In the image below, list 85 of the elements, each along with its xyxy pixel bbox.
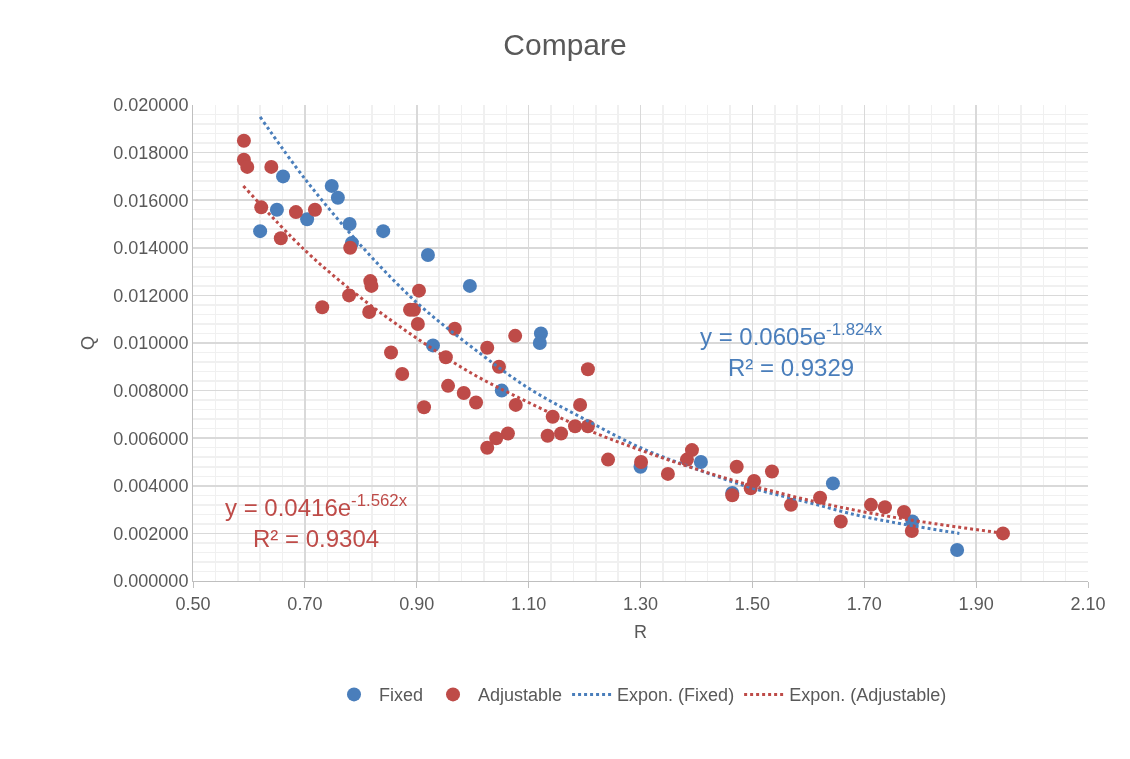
point [420, 247, 435, 262]
x-tick-label: 1.30 [622, 593, 659, 614]
point [417, 400, 432, 415]
point [300, 212, 315, 227]
point [330, 190, 345, 205]
point [480, 340, 495, 355]
point [764, 464, 779, 479]
point [532, 336, 547, 350]
point [508, 328, 523, 343]
point [729, 459, 744, 474]
point [950, 543, 965, 558]
point [288, 205, 303, 220]
point [877, 500, 892, 515]
point [489, 431, 504, 446]
point [315, 300, 330, 315]
point [324, 178, 339, 193]
point [693, 455, 708, 469]
point [441, 378, 456, 393]
point [863, 497, 878, 512]
point [342, 288, 357, 303]
point [904, 524, 919, 539]
point [343, 240, 358, 255]
point [508, 397, 523, 412]
point [469, 395, 484, 410]
point [410, 316, 425, 331]
x-axis-title: R [634, 621, 647, 642]
legend-label: Adjustable [478, 685, 563, 706]
point [253, 224, 268, 239]
point [384, 345, 399, 360]
x-tick-label: 1.90 [958, 593, 994, 614]
y-axis-title: Q [77, 335, 98, 351]
point [684, 443, 699, 458]
point [362, 305, 377, 320]
point [264, 159, 279, 174]
y-tick-label: 0.020000 [113, 95, 189, 116]
point [896, 504, 911, 519]
point [456, 385, 471, 400]
point [412, 283, 426, 298]
point [554, 426, 569, 441]
y-tick-label: 0.014000 [113, 238, 189, 259]
point [395, 366, 410, 381]
x-tick-label: 0.90 [399, 593, 435, 614]
point [462, 278, 477, 293]
legend-label: Expon. (Adjustable) [789, 685, 947, 706]
y-tick-label: 0.008000 [113, 380, 189, 401]
x-tick-label: 0.50 [175, 593, 211, 614]
point [273, 231, 288, 246]
y-tick-label: 0.010000 [113, 333, 189, 354]
legend-label: Expon. (Fixed) [617, 685, 735, 706]
annotation: y = 0.0605e$^{-1.824x}$ R² = 0.9329 [700, 320, 883, 382]
point [660, 466, 675, 481]
legend-label: Fixed [379, 685, 424, 706]
point [236, 133, 251, 148]
point [342, 217, 357, 231]
chart-title: Compare [503, 28, 627, 62]
point [995, 526, 1010, 541]
point [480, 440, 495, 455]
x-tick-label: 0.70 [287, 593, 323, 614]
point [833, 514, 848, 529]
point [500, 426, 515, 441]
y-tick-label: 0.018000 [113, 142, 189, 163]
y-tick-label: 0.000000 [113, 571, 189, 592]
point [376, 224, 391, 239]
x-tick-label: 1.50 [734, 593, 770, 614]
x-tick-label: 2.10 [1070, 593, 1106, 614]
y-tick-label: 0.016000 [113, 190, 189, 211]
point [813, 490, 828, 505]
x-tick-label: 1.10 [511, 593, 547, 614]
y-tick-label: 0.004000 [113, 476, 189, 497]
point [573, 397, 588, 412]
point [825, 476, 840, 491]
y-tick-label: 0.006000 [113, 428, 189, 449]
x-tick-label: 1.70 [846, 593, 882, 614]
point [540, 428, 555, 443]
point [783, 497, 798, 512]
point [276, 169, 291, 184]
point [601, 452, 616, 467]
y-tick-label: 0.012000 [113, 285, 189, 306]
point [269, 202, 284, 217]
point [307, 202, 322, 217]
point [240, 159, 255, 174]
y-tick-label: 0.002000 [113, 523, 189, 544]
annotation: y = 0.0416e$^{-1.562x}$ R² = 0.9304 [225, 491, 408, 553]
point [634, 455, 649, 469]
point [580, 362, 595, 377]
